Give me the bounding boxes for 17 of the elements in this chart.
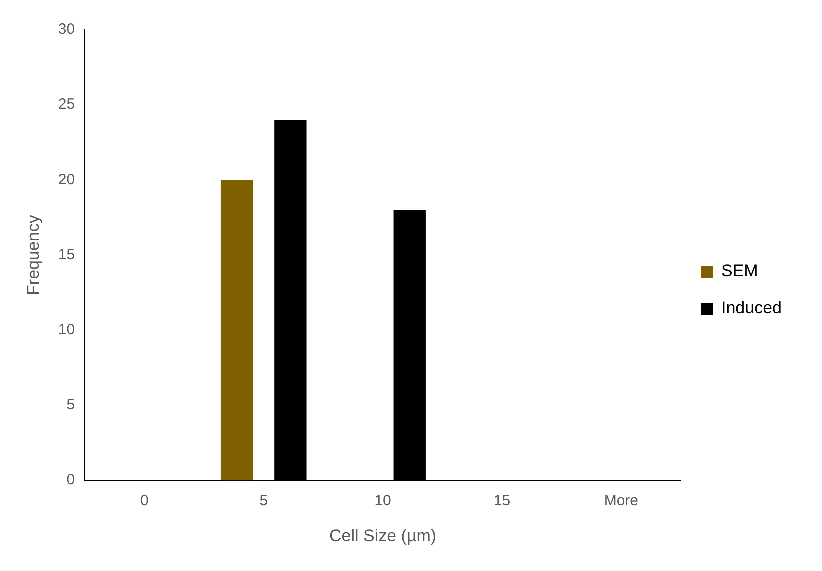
y-tick-label: 15 (58, 246, 76, 264)
legend-label: Induced (722, 298, 782, 318)
y-tick-label: 30 (58, 21, 76, 38)
bar (220, 180, 254, 481)
y-tick-label: 20 (58, 171, 76, 188)
y-tick-label: 25 (58, 96, 76, 114)
y-tick-label: 5 (66, 396, 76, 414)
x-tick-label: 15 (494, 492, 511, 510)
y-axis-title: Frequency (24, 214, 43, 296)
y-tick-label: 10 (58, 322, 76, 339)
y-tick-label: 0 (66, 472, 76, 489)
x-tick-label: 10 (374, 492, 392, 510)
x-tick-label: 0 (140, 492, 149, 510)
x-axis-title: Cell Size (µm) (329, 526, 437, 546)
x-tick-label: More (604, 492, 639, 510)
legend-label: SEM (722, 262, 758, 281)
x-tick-label: 5 (260, 492, 268, 510)
